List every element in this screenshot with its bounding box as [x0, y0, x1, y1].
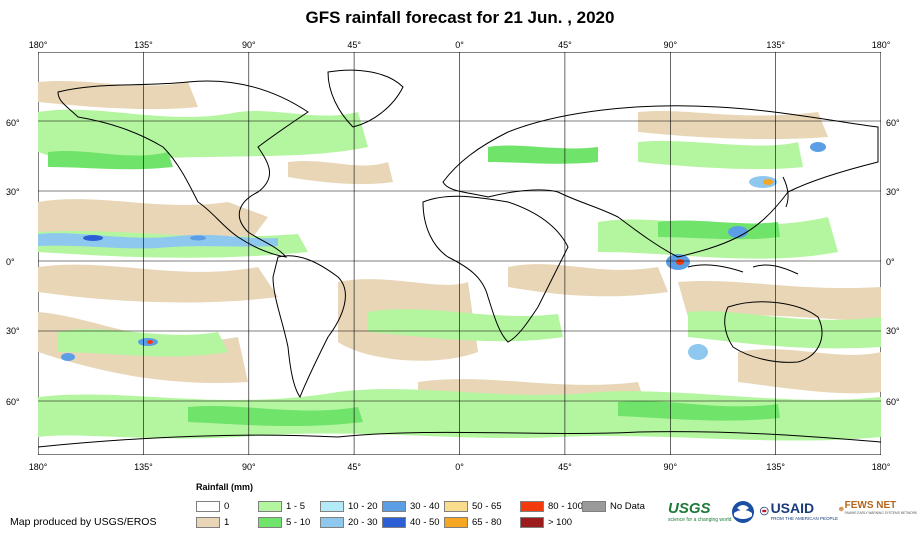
- lat-tick-right: 60°: [886, 118, 900, 128]
- legend-label: 1 - 5: [286, 500, 306, 512]
- legend-label: 5 - 10: [286, 516, 311, 528]
- legend-swatch: [258, 500, 282, 512]
- lon-tick-top: 135°: [134, 40, 153, 50]
- legend-item: 10 - 20: [320, 500, 378, 512]
- legend-swatch: [444, 500, 468, 512]
- lon-tick-bottom: 45°: [347, 462, 361, 472]
- europe-asia: [442, 105, 879, 258]
- usaid-tagline: FROM THE AMERICAN PEOPLE: [770, 516, 838, 521]
- legend-label: 0: [224, 500, 230, 512]
- legend-swatch: [196, 500, 220, 512]
- lon-tick-bottom: 90°: [241, 462, 256, 472]
- legend-label: 30 - 40: [410, 500, 440, 512]
- legend-item: 80 - 100: [520, 500, 583, 512]
- legend-label: > 100: [548, 516, 573, 528]
- indonesia: [687, 264, 799, 275]
- fewsnet-logo: FEWS NET FAMINE EARLY WARNING SYSTEMS NE…: [839, 500, 917, 530]
- legend-item: 0: [196, 500, 229, 512]
- lon-tick-bottom: 45°: [558, 462, 572, 472]
- lon-tick-top: 90°: [241, 40, 256, 50]
- legend-swatch: [520, 516, 544, 528]
- lon-tick-bottom: 135°: [134, 462, 153, 472]
- south-america: [272, 255, 346, 399]
- lat-tick-right: 30°: [886, 187, 900, 197]
- lon-tick-top: 45°: [347, 40, 361, 50]
- lon-tick-top: 0°: [455, 40, 464, 50]
- legend-swatch: [582, 500, 606, 512]
- legend-item: 50 - 65: [444, 500, 502, 512]
- legend-swatch: [196, 516, 220, 528]
- legend-label: 50 - 65: [472, 500, 502, 512]
- usgs-wordmark: USGS: [668, 500, 711, 517]
- legend-label: 40 - 50: [410, 516, 440, 528]
- lon-tick-top: 45°: [558, 40, 572, 50]
- map-title: GFS rainfall forecast for 21 Jun. , 2020: [305, 8, 615, 27]
- moderate-rain-bands: [48, 145, 780, 427]
- africa: [422, 195, 569, 343]
- heavy-rain-cells: [38, 142, 826, 361]
- antarctica: [38, 431, 881, 448]
- lon-tick-bottom: 180°: [28, 462, 48, 472]
- legend-swatch: [382, 500, 406, 512]
- legend-swatch: [382, 516, 406, 528]
- legend-item: 20 - 30: [320, 516, 378, 528]
- lon-tick-bottom: 90°: [663, 462, 678, 472]
- legend-item: 65 - 80: [444, 516, 502, 528]
- north-america: [57, 80, 309, 258]
- lat-tick-left: 30°: [6, 187, 20, 197]
- australia: [724, 301, 823, 363]
- legend-label: 20 - 30: [348, 516, 378, 528]
- legend-label: 80 - 100: [548, 500, 583, 512]
- usaid-logo: USAID FROM THE AMERICAN PEOPLE: [760, 500, 838, 530]
- rainfall-map: [38, 52, 881, 455]
- lon-tick-top: 180°: [871, 40, 891, 50]
- legend-item: No Data: [582, 500, 645, 512]
- legend-swatch: [320, 500, 344, 512]
- lat-tick-left: 30°: [6, 326, 20, 336]
- fewsnet-tagline: FAMINE EARLY WARNING SYSTEMS NETWORK: [844, 511, 917, 515]
- usaid-wordmark: USAID: [770, 500, 815, 516]
- legend-swatch: [258, 516, 282, 528]
- lon-tick-bottom: 135°: [766, 462, 785, 472]
- lon-tick-top: 180°: [28, 40, 48, 50]
- legend-swatch: [444, 516, 468, 528]
- lon-tick-bottom: 180°: [871, 462, 891, 472]
- dry-regions: [38, 80, 881, 417]
- legend-swatch: [520, 500, 544, 512]
- lat-tick-right: 0°: [886, 257, 895, 267]
- legend-item: 1: [196, 516, 229, 528]
- legend-label: 65 - 80: [472, 516, 502, 528]
- lon-tick-bottom: 0°: [455, 462, 464, 472]
- legend-item: 40 - 50: [382, 516, 440, 528]
- noaa-logo-icon: [732, 501, 754, 523]
- legend-label: No Data: [610, 500, 645, 512]
- japan: [782, 176, 789, 208]
- lat-tick-left: 60°: [6, 118, 20, 128]
- lat-tick-left: 0°: [6, 257, 15, 267]
- usaid-seal-icon: [760, 506, 769, 516]
- lat-tick-left: 60°: [6, 397, 20, 407]
- legend-label: 1: [224, 516, 230, 528]
- lat-tick-right: 30°: [886, 326, 900, 336]
- legend-swatch: [320, 516, 344, 528]
- credit-text: Map produced by USGS/EROS: [10, 516, 157, 528]
- fewsnet-wordmark: FEWS NET: [844, 500, 897, 511]
- legend-item: 5 - 10: [258, 516, 310, 528]
- lon-tick-top: 90°: [663, 40, 678, 50]
- continent-outlines: [38, 69, 881, 448]
- lat-tick-right: 60°: [886, 397, 900, 407]
- fewsnet-globe-icon: [839, 506, 844, 512]
- legend-label: 10 - 20: [348, 500, 378, 512]
- legend-title: Rainfall (mm): [196, 482, 254, 492]
- legend-item: > 100: [520, 516, 572, 528]
- usgs-logo: USGS science for a changing world: [668, 500, 732, 530]
- greenland: [327, 69, 404, 128]
- legend-item: 1 - 5: [258, 500, 305, 512]
- legend-item: 30 - 40: [382, 500, 440, 512]
- usgs-tagline: science for a changing world: [668, 517, 732, 523]
- lon-tick-top: 135°: [766, 40, 785, 50]
